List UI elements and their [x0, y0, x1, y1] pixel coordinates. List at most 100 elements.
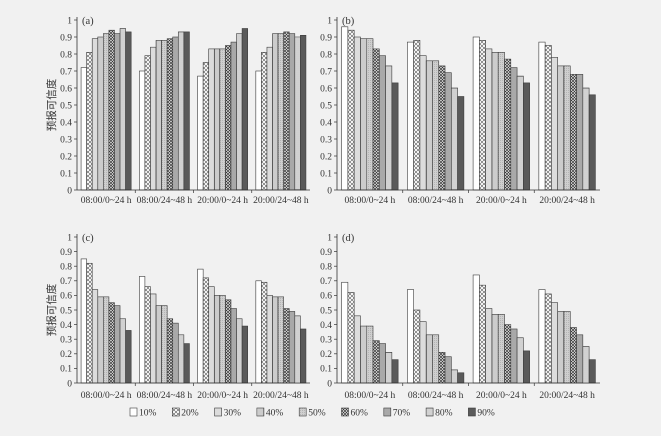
- bar-d-g2-s5: [432, 334, 440, 384]
- y-tick-label: 0.7: [320, 277, 332, 287]
- panel-b: 08:00/0~24 h 08:00/24~48 h 20:00/0~24 h 20:…: [320, 16, 600, 206]
- bar-d-g3-s1: [472, 274, 480, 384]
- x-tick-label: 08:00/0~24 h: [81, 391, 132, 401]
- x-tick-label: 20:00/24~48 h: [253, 196, 309, 206]
- y-axis-label: 预报可信度: [45, 78, 58, 131]
- y-tick-label: 0.2: [60, 152, 72, 162]
- x-tick-label: 20:00/24~48 h: [539, 196, 595, 206]
- legend-label: 80%: [435, 409, 453, 419]
- y-tick-label: 0.9: [320, 33, 332, 43]
- bar-c-g3-s2: [202, 277, 210, 384]
- bar-a-g2-s6: [166, 38, 174, 191]
- bar-b-g4-s3: [551, 57, 558, 191]
- x-tick-label: 20:00/0~24 h: [197, 196, 248, 206]
- bar-d-g4-s5: [563, 311, 571, 384]
- bar-c-g2-s3: [150, 293, 157, 384]
- bar-b-g2-s3: [419, 55, 427, 191]
- bar-c-g1-s3: [91, 289, 99, 384]
- bar-b-g2-s7: [444, 72, 452, 191]
- bars-b: [341, 26, 596, 191]
- legend-swatch: [214, 407, 222, 417]
- y-tick-label: 0.4: [60, 118, 72, 128]
- x-tick-label: 08:00/24~48 h: [137, 391, 193, 401]
- bar-d-g4-s8: [582, 346, 590, 384]
- bar-c-g3-s4: [213, 295, 221, 384]
- bar-b-g3-s3: [485, 48, 493, 191]
- bar-d-g2-s7: [444, 356, 452, 384]
- y-tick-label: 1: [327, 16, 332, 26]
- bar-c-g2-s5: [161, 305, 168, 384]
- bar-b-g2-s4: [425, 60, 433, 191]
- bar-a-g3-s8: [236, 33, 243, 191]
- bar-b-g4-s2: [544, 45, 552, 191]
- y-tick-label: 0.6: [320, 292, 332, 302]
- legend-swatch: [468, 407, 476, 417]
- y-tick-label: 0: [327, 379, 332, 389]
- bar-b-g2-s2: [413, 40, 421, 191]
- bar-c-g1-s6: [108, 302, 115, 384]
- y-tick-label: 0.7: [60, 67, 72, 77]
- bar-a-g3-s5: [219, 48, 226, 191]
- y-tick-label: 0.5: [320, 306, 332, 316]
- bar-a-g2-s9: [183, 31, 190, 191]
- bar-d-g2-s9: [457, 372, 465, 384]
- legend-swatch: [383, 407, 392, 417]
- x-tick-label: 08:00/0~24 h: [345, 196, 396, 206]
- bar-d-g4-s6: [569, 327, 577, 384]
- bar-d-g3-s7: [510, 328, 518, 384]
- bar-b-g2-s1: [407, 41, 414, 191]
- x-tick-label: 20:00/24~48 h: [539, 391, 595, 401]
- legend-swatch: [425, 407, 434, 417]
- bar-d-g1-s4: [360, 325, 368, 384]
- x-tick-label: 08:00/0~24 h: [81, 196, 132, 206]
- bar-a-g2-s3: [150, 46, 157, 191]
- bar-c-g1-s8: [119, 318, 126, 384]
- legend-swatch: [129, 407, 138, 417]
- legend-swatch: [256, 407, 265, 417]
- legend-item: 40%: [256, 407, 283, 419]
- bar-a-g3-s9: [241, 28, 248, 191]
- bar-c-g1-s7: [114, 305, 121, 384]
- legend-label: 50%: [308, 409, 326, 419]
- bar-b-g1-s1: [341, 26, 349, 191]
- panel-label: (a): [82, 16, 94, 27]
- legend-item: 20%: [172, 407, 199, 419]
- bar-d-g4-s7: [576, 334, 584, 384]
- bar-a-g2-s7: [172, 36, 179, 191]
- bar-d-g4-s4: [557, 311, 565, 384]
- y-tick-label: 0: [67, 186, 72, 196]
- bar-c-g2-s4: [155, 305, 162, 384]
- bar-d-g3-s6: [504, 324, 512, 384]
- bar-a-g4-s1: [255, 70, 262, 191]
- bar-a-g4-s6: [283, 31, 290, 191]
- legend: 10% 20% 30% 40% 50% 60% 70% 80% 90%: [129, 407, 495, 419]
- bar-b-g3-s7: [510, 67, 518, 191]
- y-tick-label: 0: [67, 379, 72, 389]
- bar-b-g4-s5: [563, 65, 571, 191]
- x-tick-label: 08:00/24~48 h: [408, 196, 464, 206]
- y-tick-label: 0.5: [60, 101, 72, 111]
- bar-a-g1-s6: [108, 29, 115, 191]
- x-tick-label: 20:00/0~24 h: [476, 196, 527, 206]
- bar-b-g4-s8: [582, 87, 590, 191]
- bar-d-g3-s2: [479, 284, 486, 384]
- bar-b-g1-s5: [366, 38, 374, 191]
- bar-a-g2-s8: [177, 31, 185, 191]
- y-tick-label: 1: [67, 233, 72, 243]
- bar-a-g1-s7: [114, 33, 121, 191]
- y-tick-label: 0.8: [320, 50, 332, 60]
- y-tick-label: 0.5: [320, 101, 332, 111]
- bar-c-g3-s5: [219, 295, 226, 384]
- y-tick-label: 1: [327, 233, 332, 243]
- legend-label: 60%: [351, 409, 369, 419]
- x-tick-label: 08:00/0~24 h: [345, 391, 396, 401]
- bar-c-g3-s8: [236, 318, 243, 384]
- panel-label: (b): [342, 16, 355, 27]
- y-tick-label: 0: [327, 186, 332, 196]
- y-tick-label: 0.3: [60, 135, 72, 145]
- bar-c-g3-s6: [225, 299, 232, 384]
- bar-c-g4-s4: [272, 296, 279, 384]
- bar-b-g2-s8: [451, 87, 458, 191]
- bar-c-g4-s8: [294, 315, 301, 384]
- panel-label: (c): [82, 233, 94, 244]
